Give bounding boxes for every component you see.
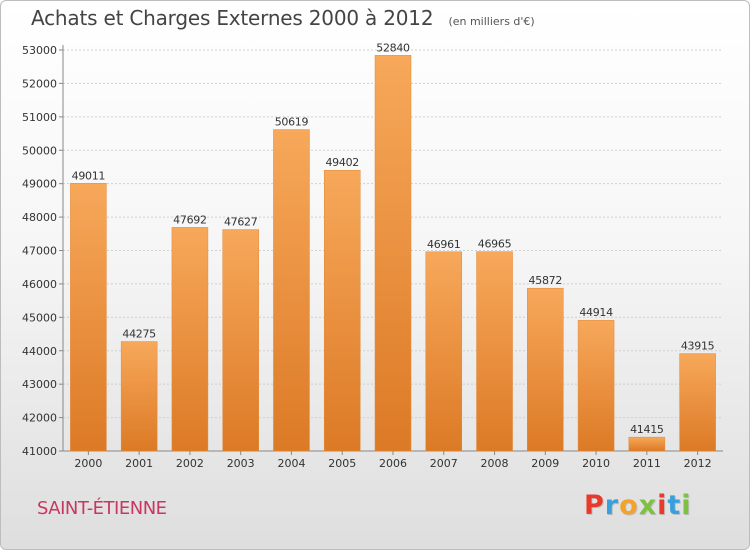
bar bbox=[171, 227, 209, 452]
logo-letter: t bbox=[667, 490, 682, 521]
bar bbox=[679, 353, 716, 452]
proxiti-logo: Proxiti bbox=[584, 490, 692, 521]
x-tick-label: 2011 bbox=[633, 457, 661, 470]
chart-title: Achats et Charges Externes 2000 à 2012 bbox=[31, 6, 434, 30]
data-label: 49011 bbox=[72, 169, 106, 182]
bar bbox=[273, 129, 310, 452]
logo-letter: P bbox=[584, 490, 605, 521]
x-tick-label: 2012 bbox=[684, 457, 712, 470]
y-tick-label: 46000 bbox=[22, 278, 57, 291]
logo-letter: x bbox=[638, 490, 658, 521]
x-tick-label: 2009 bbox=[531, 457, 559, 470]
bar bbox=[374, 55, 412, 452]
data-label: 49402 bbox=[325, 156, 359, 169]
logo-letter: r bbox=[604, 490, 620, 521]
bar bbox=[628, 436, 666, 452]
x-tick-label: 2002 bbox=[176, 457, 204, 470]
logo-letter: i bbox=[657, 490, 668, 521]
data-label: 47692 bbox=[173, 213, 207, 226]
bar bbox=[577, 319, 615, 452]
y-tick-label: 53000 bbox=[22, 44, 57, 57]
y-tick-label: 51000 bbox=[22, 111, 57, 124]
bar bbox=[222, 229, 259, 452]
bar bbox=[120, 341, 158, 452]
x-tick-label: 2001 bbox=[125, 457, 153, 470]
x-tick-label: 2005 bbox=[328, 457, 356, 470]
logo-letter: i bbox=[681, 490, 692, 521]
chart-unit: (en milliers d'€) bbox=[448, 15, 535, 28]
y-tick-label: 43000 bbox=[22, 378, 57, 391]
y-tick-label: 50000 bbox=[22, 144, 57, 157]
x-tick-label: 2007 bbox=[430, 457, 458, 470]
city-name: SAINT-ÉTIENNE bbox=[37, 498, 167, 519]
data-label: 52840 bbox=[376, 41, 410, 54]
data-label: 46961 bbox=[427, 238, 461, 251]
x-tick-label: 2003 bbox=[227, 457, 255, 470]
y-tick-label: 47000 bbox=[22, 245, 57, 258]
x-tick-label: 2000 bbox=[74, 457, 102, 470]
y-tick-label: 49000 bbox=[22, 178, 57, 191]
bar bbox=[476, 251, 513, 452]
logo-letter: o bbox=[619, 490, 639, 521]
bar bbox=[323, 169, 361, 452]
data-label: 50619 bbox=[275, 116, 309, 129]
y-tick-label: 42000 bbox=[22, 412, 57, 425]
bar bbox=[425, 251, 463, 452]
data-label: 44914 bbox=[579, 306, 613, 319]
data-label: 41415 bbox=[630, 423, 664, 436]
title-row: Achats et Charges Externes 2000 à 2012 (… bbox=[31, 6, 535, 30]
y-tick-label: 45000 bbox=[22, 311, 57, 324]
x-tick-label: 2010 bbox=[582, 457, 610, 470]
x-tick-label: 2008 bbox=[481, 457, 509, 470]
x-tick-label: 2004 bbox=[277, 457, 305, 470]
y-tick-label: 52000 bbox=[22, 77, 57, 90]
y-tick-label: 48000 bbox=[22, 211, 57, 224]
data-label: 43915 bbox=[681, 340, 715, 353]
y-tick-label: 41000 bbox=[22, 445, 57, 458]
y-tick-label: 44000 bbox=[22, 345, 57, 358]
data-label: 44275 bbox=[122, 328, 156, 341]
bar bbox=[527, 287, 564, 452]
x-tick-label: 2006 bbox=[379, 457, 407, 470]
data-label: 47627 bbox=[224, 216, 258, 229]
bar bbox=[70, 183, 107, 452]
data-label: 45872 bbox=[529, 274, 563, 287]
data-label: 46965 bbox=[478, 238, 512, 251]
